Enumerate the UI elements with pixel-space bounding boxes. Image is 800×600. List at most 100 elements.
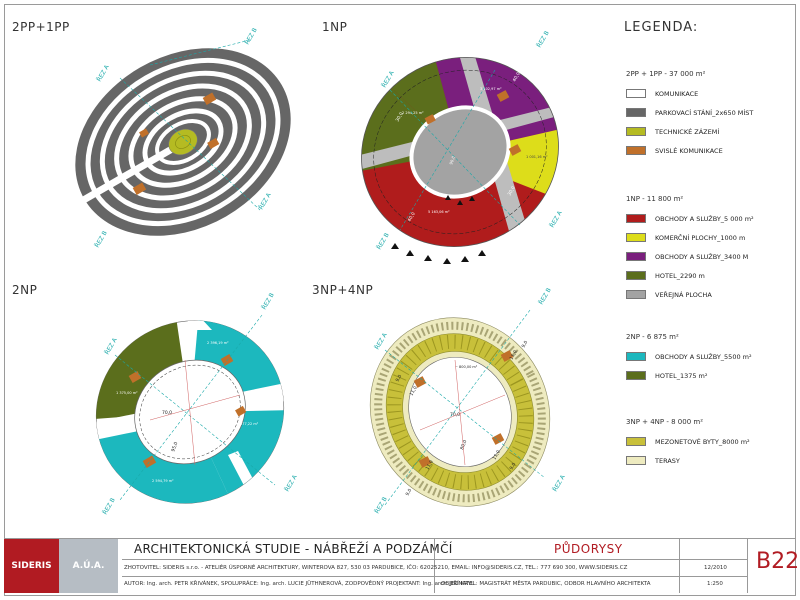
area-label: 577,22 m² xyxy=(240,422,259,426)
stair-core xyxy=(132,182,147,195)
legend-swatch xyxy=(626,271,646,280)
section-label-b: ŘEZ B xyxy=(537,286,553,306)
legend-label: SVISLÉ KOMUNIKACE xyxy=(655,146,723,155)
section-label-b: ŘEZ B xyxy=(93,229,109,249)
project-title: ARCHITEKTONICKÁ STUDIE - NÁBŘEŽÍ A PODZÁ… xyxy=(134,542,453,556)
divider xyxy=(434,539,435,593)
section-label-b: ŘEZ B xyxy=(243,26,259,46)
legend-item: OBCHODY A SLUŽBY_5 000 m² xyxy=(626,213,754,224)
dimension-label: 9,0 xyxy=(521,340,530,349)
dimension-label: 11,0 xyxy=(509,349,519,361)
stair-core xyxy=(508,144,522,156)
legend-label: KOMUNIKACE xyxy=(655,89,699,98)
legend-item: PARKOVACÍ STÁNÍ_2x650 MÍST xyxy=(626,107,753,118)
dimension-label: 9,0 xyxy=(405,488,414,497)
legend-label: TECHNICKÉ ZÁZEMÍ xyxy=(655,127,720,136)
legend-item: HOTEL_2290 m xyxy=(626,270,754,281)
divider xyxy=(747,539,748,593)
legend-swatch xyxy=(626,127,646,136)
dimension-label: 70,0 xyxy=(450,412,460,418)
legend-swatch xyxy=(626,456,646,465)
title-block: SIDERIS A.Ú.A. ARCHITEKTONICKÁ STUDIE - … xyxy=(4,538,799,597)
legend-item: TECHNICKÉ ZÁZEMÍ xyxy=(626,126,753,137)
scale: 1:250 xyxy=(707,581,723,587)
dimension-label: 80,0 xyxy=(459,439,468,451)
legend-label: TERASY xyxy=(655,456,680,465)
stair-core xyxy=(142,455,157,468)
area-label: 1 375,00 m² xyxy=(116,391,138,395)
floor-plans-drawing: ŘEZ B ŘEZ A ŘEZ A ŘEZ B 3 402,97 m² 2 29… xyxy=(75,26,592,520)
dimension-label: 70,0 xyxy=(162,410,172,416)
section-label-b: ŘEZ B xyxy=(535,29,551,49)
dimension-label: 40,0 xyxy=(512,71,522,83)
legend-group-1np: 1NP - 11 800 m² OBCHODY A SLUŽBY_5 000 m… xyxy=(626,195,754,308)
area-label: 2 396,19 m² xyxy=(207,341,229,345)
stair-core xyxy=(128,371,142,383)
legend-item: VEŘEJNÁ PLOCHA xyxy=(626,289,754,300)
legend-group-2np: 2NP - 6 875 m² OBCHODY A SLUŽBY_5500 m² … xyxy=(626,333,752,389)
legend-swatch xyxy=(626,371,646,380)
legend-swatch xyxy=(626,437,646,446)
area-label: 2 594,79 m² xyxy=(152,479,174,483)
legend-group-header: 2NP - 6 875 m² xyxy=(626,333,679,341)
public-area xyxy=(409,105,511,199)
section-label-a: ŘEZ A xyxy=(373,331,389,351)
legend-label: OBCHODY A SLUŽBY_5500 m² xyxy=(655,352,752,361)
stair-core xyxy=(202,92,217,105)
client-info: OBJEDNATEL: MAGISTRÁT MĚSTA PARDUBIC, OD… xyxy=(441,581,651,587)
section-label-a: ŘEZ A xyxy=(548,209,564,229)
technical-core xyxy=(168,128,198,156)
legend-group-2pp-1pp: 2PP + 1PP - 37 000 m² KOMUNIKACE PARKOVA… xyxy=(626,70,753,164)
section-label-b: ŘEZ B xyxy=(373,495,389,515)
legend-label: OBCHODY A SLUŽBY_3400 M xyxy=(655,252,749,261)
section-label-a: ŘEZ A xyxy=(283,473,299,493)
legend-label: HOTEL_1375 m² xyxy=(655,371,708,380)
area-label: ~ 800,00 m² xyxy=(455,365,478,369)
plan-title-1np: 1NP xyxy=(322,20,348,34)
plan-2np: 2 396,19 m² 1 375,00 m² 577,22 m² 2 594,… xyxy=(80,291,300,520)
date: 12/2010 xyxy=(704,565,727,571)
stair-core xyxy=(491,433,505,445)
plan-3np-4np: ~ 800,00 m² 70,0 80,0 11,0 11,0 11,0 11,… xyxy=(369,286,567,515)
legend-label: KOMERČNÍ PLOCHY_1000 m xyxy=(655,233,746,242)
legend-label: VEŘEJNÁ PLOCHA xyxy=(655,290,712,299)
dimension-label: 11,0 xyxy=(425,459,435,471)
stair-core xyxy=(207,137,220,149)
legend-label: PARKOVACÍ STÁNÍ_2x650 MÍST xyxy=(655,108,754,117)
area-label: 1 001,16 m² xyxy=(526,155,548,159)
legend-swatch xyxy=(626,252,646,261)
legend-label: MEZONETOVÉ BYTY_8000 m² xyxy=(655,437,750,446)
dimension-label: 90,0 xyxy=(448,155,456,166)
area-label: 5 163,06 m² xyxy=(428,210,450,214)
aua-logo: A.Ú.A. xyxy=(59,539,118,593)
legend-group-header: 3NP + 4NP - 8 000 m² xyxy=(626,418,704,426)
legend-swatch xyxy=(626,146,646,155)
dimension-label: 30,0 xyxy=(395,111,405,123)
dimension-label: 11,0 xyxy=(492,449,502,461)
legend-item: HOTEL_1375 m² xyxy=(626,370,752,381)
stair-core xyxy=(500,350,514,362)
author-info: AUTOR: Ing. arch. PETR KŘIVÁNEK, SPOLUPR… xyxy=(124,581,475,587)
stair-core xyxy=(424,114,436,125)
drawing-frame xyxy=(4,4,796,596)
legend-group-header: 1NP - 11 800 m² xyxy=(626,195,684,203)
plan-title-2pp-1pp: 2PP+1PP xyxy=(12,20,70,34)
legend-item: MEZONETOVÉ BYTY_8000 m² xyxy=(626,436,750,447)
plan-2pp-1pp: ŘEZ B ŘEZ A ŘEZ A ŘEZ B xyxy=(75,26,291,249)
plan-title-3np-4np: 3NP+4NP xyxy=(312,283,374,297)
divider xyxy=(679,539,680,593)
section-label-b: ŘEZ B xyxy=(260,291,276,311)
stair-core xyxy=(418,456,432,468)
section-label-a: ŘEZ A xyxy=(257,191,273,211)
section-label-b: ŘEZ B xyxy=(101,496,117,516)
sheet-title: PŮDORYSY xyxy=(554,542,623,556)
legend-item: OBCHODY A SLUŽBY_5500 m² xyxy=(626,351,752,362)
legend-label: HOTEL_2290 m xyxy=(655,271,705,280)
stair-core xyxy=(496,90,510,102)
legend-item: OBCHODY A SLUŽBY_3400 M xyxy=(626,251,754,262)
dimension-label: 11,0 xyxy=(409,385,419,397)
area-label: 2 294,25 m² xyxy=(402,111,424,115)
contractor-info: ZHOTOVITEL: SIDERIS s.r.o. - ATELIÉR ÚSP… xyxy=(124,565,628,571)
plan-title-2np: 2NP xyxy=(12,283,38,297)
legend-item: SVISLÉ KOMUNIKACE xyxy=(626,145,753,156)
